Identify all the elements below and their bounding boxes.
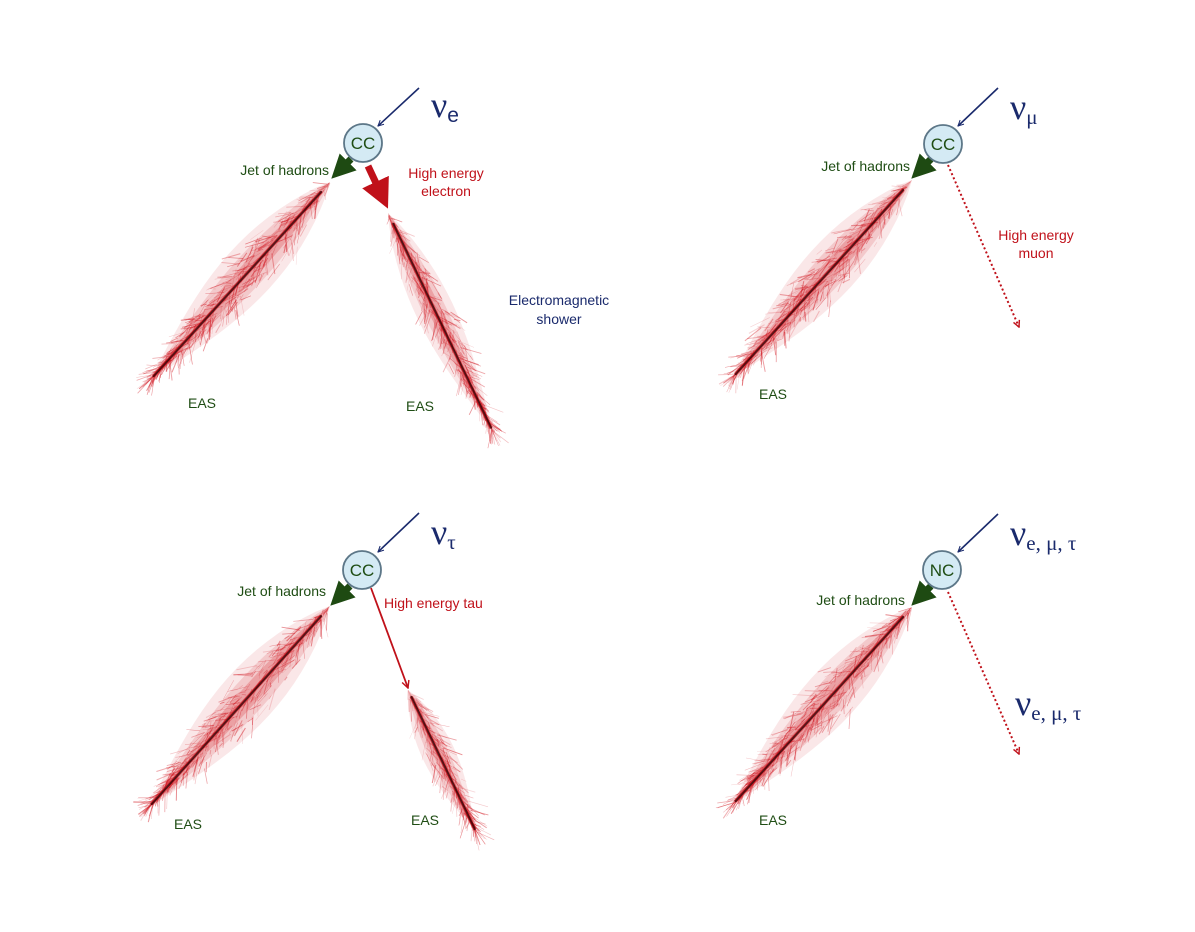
neutrino-symbol: ν [1015,683,1031,723]
incoming-neutrino-arrow [958,513,999,552]
vertex-label: NC [930,561,955,580]
incoming-neutrino-arrow [378,87,420,126]
vertex-label: CC [351,134,376,153]
neutrino-symbol: ν [1010,87,1026,127]
hadron-jet-arrow [911,580,937,606]
neutrino-symbol: ν [431,512,447,552]
vertex-label: CC [931,135,956,154]
jet-of-hadrons-label: Jet of hadrons [816,592,905,608]
jet-of-hadrons-label: Jet of hadrons [821,158,910,174]
eas-label-hadronic: EAS [174,816,202,832]
neutrino-label: νμ [1010,87,1038,129]
hadronic-shower [715,607,912,819]
neutrino-flavor: e, μ, τ [1026,531,1076,555]
high-energy-label: High energy [998,227,1074,243]
tau-arrow [370,587,408,688]
neutrino-symbol: ν [1010,513,1026,553]
electron-arrow [362,164,389,209]
cc-vertex: CC [343,123,383,163]
em-shower-label-line2: shower [536,311,581,327]
muon-label: muon [1018,245,1053,261]
electron-label: electron [421,183,471,199]
eas-label-hadronic: EAS [759,812,787,828]
eas-label-tau: EAS [411,812,439,828]
neutrino-symbol: ν [431,85,447,125]
neutrino-label: ντ [431,512,456,554]
panel-nu-mu-cc: CC νμ Jet of hadrons High energy muon EA… [718,87,1074,402]
hadronic-shower [718,180,912,394]
vertex-label: CC [350,561,375,580]
high-energy-label: High energy [408,165,484,181]
nc-vertex: NC [922,550,962,590]
electromagnetic-shower [386,213,509,449]
jet-of-hadrons-label: Jet of hadrons [240,162,329,178]
outgoing-neutrino-label: νe, μ, τ [1015,683,1081,725]
neutrino-label: νe [431,85,459,127]
high-energy-tau-label: High energy tau [384,595,483,611]
neutrino-flavor: μ [1026,105,1037,129]
neutrino-label: νe, μ, τ [1010,513,1076,555]
cc-vertex: CC [342,550,382,590]
eas-label-electromagnetic: EAS [406,398,434,414]
neutrino-flavor: e, μ, τ [1031,701,1081,725]
eas-label-hadronic: EAS [759,386,787,402]
hadron-jet-arrow [330,580,356,606]
jet-of-hadrons-label: Jet of hadrons [237,583,326,599]
cc-vertex: CC [923,124,963,164]
panel-nu-e-cc: CC νe Jet of hadrons High energy electro… [136,85,609,449]
panel-nu-tau-cc: CC ντ Jet of hadrons High energy tau EAS… [133,512,495,851]
em-shower-label-line1: Electromagnetic [509,292,609,308]
eas-label-hadronic: EAS [188,395,216,411]
hadronic-shower [136,182,331,396]
hadron-jet-arrow [331,153,357,179]
hadron-jet-arrow [911,153,937,179]
incoming-neutrino-arrow [958,87,999,126]
tau-decay-shower [407,690,495,851]
incoming-neutrino-arrow [378,512,420,552]
hadronic-shower [133,606,330,823]
muon-arrow [947,164,1019,327]
neutrino-flavor: τ [447,530,455,554]
panel-nu-nc: NC νe, μ, τ νe, μ, τ Jet of hadrons EAS [715,513,1081,828]
neutrino-flavor: e [447,104,459,127]
outgoing-neutrino-arrow [947,591,1019,754]
